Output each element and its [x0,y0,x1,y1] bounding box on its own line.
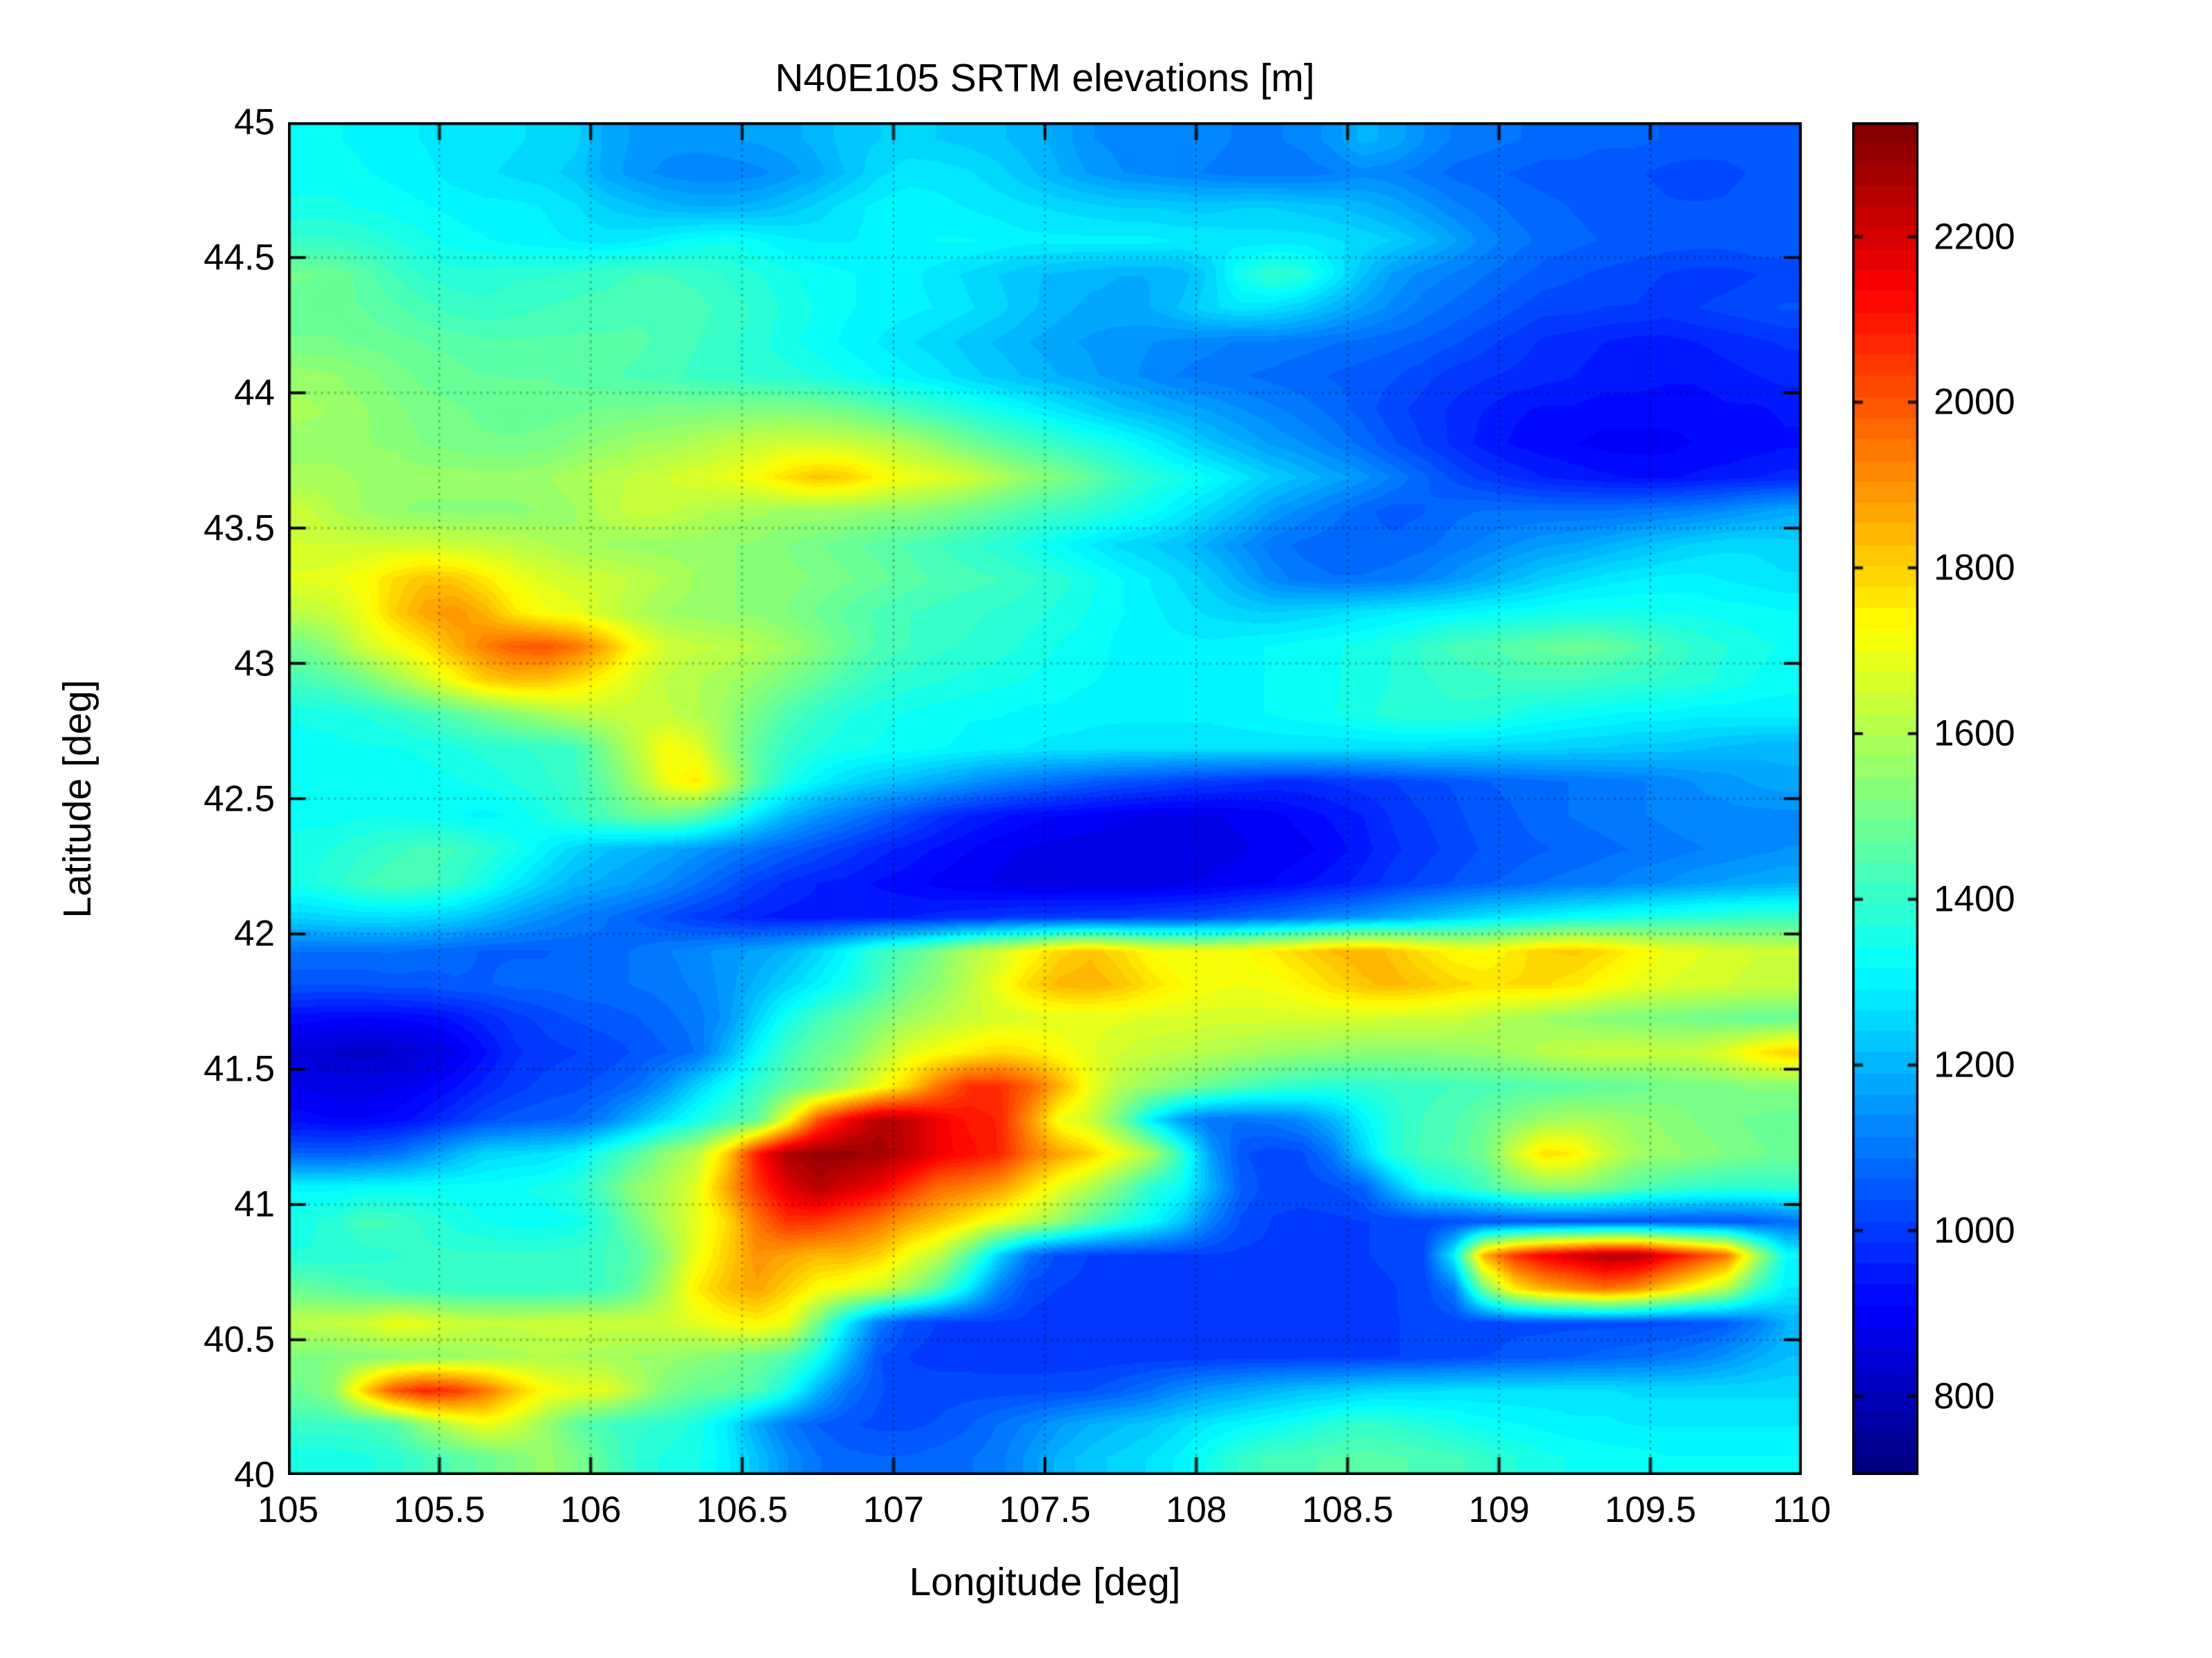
colorbar-tick-label-1800: 1800 [1934,547,2015,588]
x-tick-label-105: 105 [257,1490,319,1530]
colorbar-tick-label-2200: 2200 [1934,216,2015,258]
x-tick-label-106.5: 106.5 [696,1490,788,1530]
colorbar-tick-label-1000: 1000 [1934,1210,2015,1251]
y-tick-label-45: 45 [234,102,275,143]
elevation-heatmap-canvas [288,122,1802,1475]
y-tick-label-40.5: 40.5 [203,1319,275,1360]
colorbar-tick-label-1600: 1600 [1934,713,2015,754]
x-tick-label-106: 106 [560,1490,622,1530]
x-tick-label-107: 107 [863,1490,925,1530]
x-tick-label-109.5: 109.5 [1604,1490,1697,1530]
x-tick-label-110: 110 [1772,1490,1831,1530]
chart-title: N40E105 SRTM elevations [m] [775,56,1315,100]
y-tick-label-41.5: 41.5 [203,1048,275,1090]
y-tick-label-43: 43 [234,643,275,684]
y-tick-label-41: 41 [234,1184,275,1225]
y-tick-label-40: 40 [234,1454,275,1496]
x-tick-label-108.5: 108.5 [1302,1490,1394,1530]
x-tick-label-107.5: 107.5 [999,1490,1091,1530]
colorbar-canvas [1852,122,1918,1475]
colorbar-tick-label-1400: 1400 [1934,878,2015,920]
colorbar-tick-label-800: 800 [1934,1376,1995,1417]
x-tick-label-108: 108 [1165,1490,1227,1530]
y-tick-label-44.5: 44.5 [203,237,275,278]
x-tick-label-105.5: 105.5 [393,1490,485,1530]
y-tick-label-44: 44 [234,372,275,414]
y-tick-label-43.5: 43.5 [203,508,275,549]
colorbar-tick-label-2000: 2000 [1934,381,2015,423]
x-axis-label: Longitude [deg] [909,1560,1181,1604]
x-tick-label-109: 109 [1468,1490,1530,1530]
colorbar-tick-label-1200: 1200 [1934,1044,2015,1086]
y-tick-label-42.5: 42.5 [203,778,275,819]
y-tick-label-42: 42 [234,913,275,954]
